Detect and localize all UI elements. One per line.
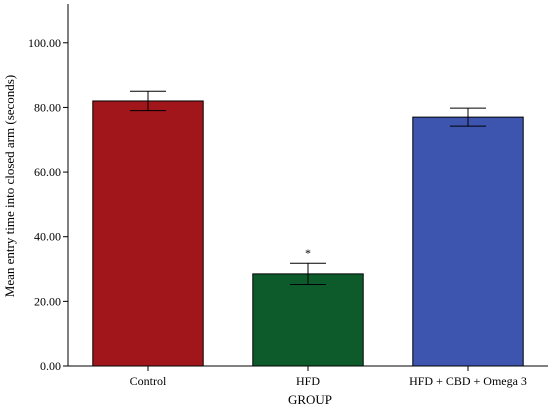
y-axis-title: Mean entry time into closed arm (seconds…	[2, 75, 17, 297]
x-ticks-group: Control HFD HFD + CBD + Omega 3	[130, 366, 527, 388]
x-tick-label: Control	[130, 374, 167, 388]
y-tick-label: 0.00	[40, 359, 61, 373]
y-tick-label: 40.00	[34, 230, 61, 244]
significance-annotation: *	[305, 246, 311, 260]
error-bars-group	[130, 90, 486, 286]
bar	[252, 273, 364, 367]
x-axis-title: GROUP	[288, 392, 332, 407]
y-tick-label: 60.00	[34, 165, 61, 179]
x-tick-label: HFD	[296, 374, 320, 388]
bar	[412, 116, 524, 367]
x-tick-label: HFD + CBD + Omega 3	[409, 374, 527, 388]
y-tick-label: 100.00	[28, 36, 61, 50]
y-tick-label: 20.00	[34, 294, 61, 308]
annotations-group: *	[305, 246, 311, 260]
bar	[92, 100, 204, 367]
y-tick-label: 80.00	[34, 100, 61, 114]
bars-group	[92, 100, 524, 367]
y-ticks-group: 0.00 20.00 40.00 60.00 80.00 100.00	[28, 36, 68, 373]
